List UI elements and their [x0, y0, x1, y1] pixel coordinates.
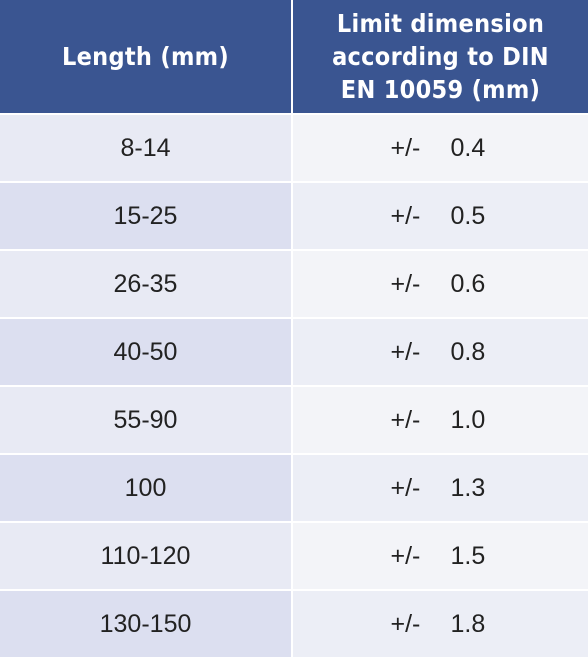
- limit-value: 1.5: [450, 541, 486, 570]
- plus-minus-sign: +/-: [390, 201, 421, 230]
- plus-minus-sign: +/-: [390, 541, 421, 570]
- limit-value: 0.4: [450, 133, 486, 162]
- plus-minus-sign: +/-: [390, 269, 421, 298]
- limit-value: 0.6: [450, 269, 486, 298]
- length-column-header: Length (mm): [0, 0, 292, 114]
- table-row: 15-25 +/- 0.5: [0, 181, 588, 250]
- length-cell: 110-120: [0, 521, 292, 590]
- plus-minus-sign: +/-: [390, 337, 421, 366]
- limit-value: 0.5: [450, 201, 486, 230]
- limit-cell: +/- 0.5: [291, 181, 588, 250]
- table-row: 100 +/- 1.3: [0, 453, 588, 522]
- table-header-row: Length (mm) Limit dimension according to…: [0, 0, 588, 114]
- limit-cell: +/- 1.3: [291, 453, 588, 522]
- limit-value: 1.3: [450, 473, 486, 502]
- limit-value: 0.8: [450, 337, 486, 366]
- length-cell: 8-14: [0, 113, 292, 182]
- plus-minus-sign: +/-: [390, 609, 421, 638]
- plus-minus-sign: +/-: [390, 405, 421, 434]
- length-cell: 130-150: [0, 589, 292, 657]
- plus-minus-sign: +/-: [390, 473, 421, 502]
- table-row: 8-14 +/- 0.4: [0, 113, 588, 182]
- table-row: 130-150 +/- 1.8: [0, 589, 588, 657]
- limit-value: 1.0: [450, 405, 486, 434]
- limit-cell: +/- 1.8: [291, 589, 588, 657]
- table-row: 55-90 +/- 1.0: [0, 385, 588, 454]
- limit-cell: +/- 0.8: [291, 317, 588, 386]
- limit-cell: +/- 0.4: [291, 113, 588, 182]
- table-row: 40-50 +/- 0.8: [0, 317, 588, 386]
- limit-value: 1.8: [450, 609, 486, 638]
- length-cell: 15-25: [0, 181, 292, 250]
- limit-cell: +/- 0.6: [291, 249, 588, 318]
- table-row: 110-120 +/- 1.5: [0, 521, 588, 590]
- length-cell: 55-90: [0, 385, 292, 454]
- limit-header-label: Limit dimension according to DIN EN 1005…: [332, 9, 549, 104]
- length-cell: 40-50: [0, 317, 292, 386]
- table-row: 26-35 +/- 0.6: [0, 249, 588, 318]
- plus-minus-sign: +/-: [390, 133, 421, 162]
- limit-cell: +/- 1.0: [291, 385, 588, 454]
- limit-cell: +/- 1.5: [291, 521, 588, 590]
- length-cell: 26-35: [0, 249, 292, 318]
- length-header-label: Length (mm): [61, 42, 230, 71]
- length-cell: 100: [0, 453, 292, 522]
- limit-column-header: Limit dimension according to DIN EN 1005…: [291, 0, 588, 114]
